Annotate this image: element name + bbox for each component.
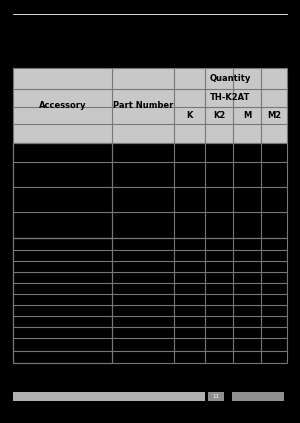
Text: TH-K2AT: TH-K2AT — [210, 93, 251, 102]
Bar — [13, 68, 287, 143]
Bar — [13, 392, 205, 401]
Text: Quantity: Quantity — [210, 74, 251, 83]
Text: 11: 11 — [212, 394, 220, 399]
Text: M2: M2 — [267, 111, 281, 120]
Bar — [13, 238, 112, 363]
Bar — [13, 143, 112, 238]
Text: K: K — [186, 111, 193, 120]
Text: M: M — [243, 111, 251, 120]
Text: K2: K2 — [213, 111, 225, 120]
Text: Part Number: Part Number — [113, 101, 173, 110]
Text: Accessory: Accessory — [39, 101, 86, 110]
Bar — [208, 392, 224, 401]
Bar — [232, 392, 284, 401]
